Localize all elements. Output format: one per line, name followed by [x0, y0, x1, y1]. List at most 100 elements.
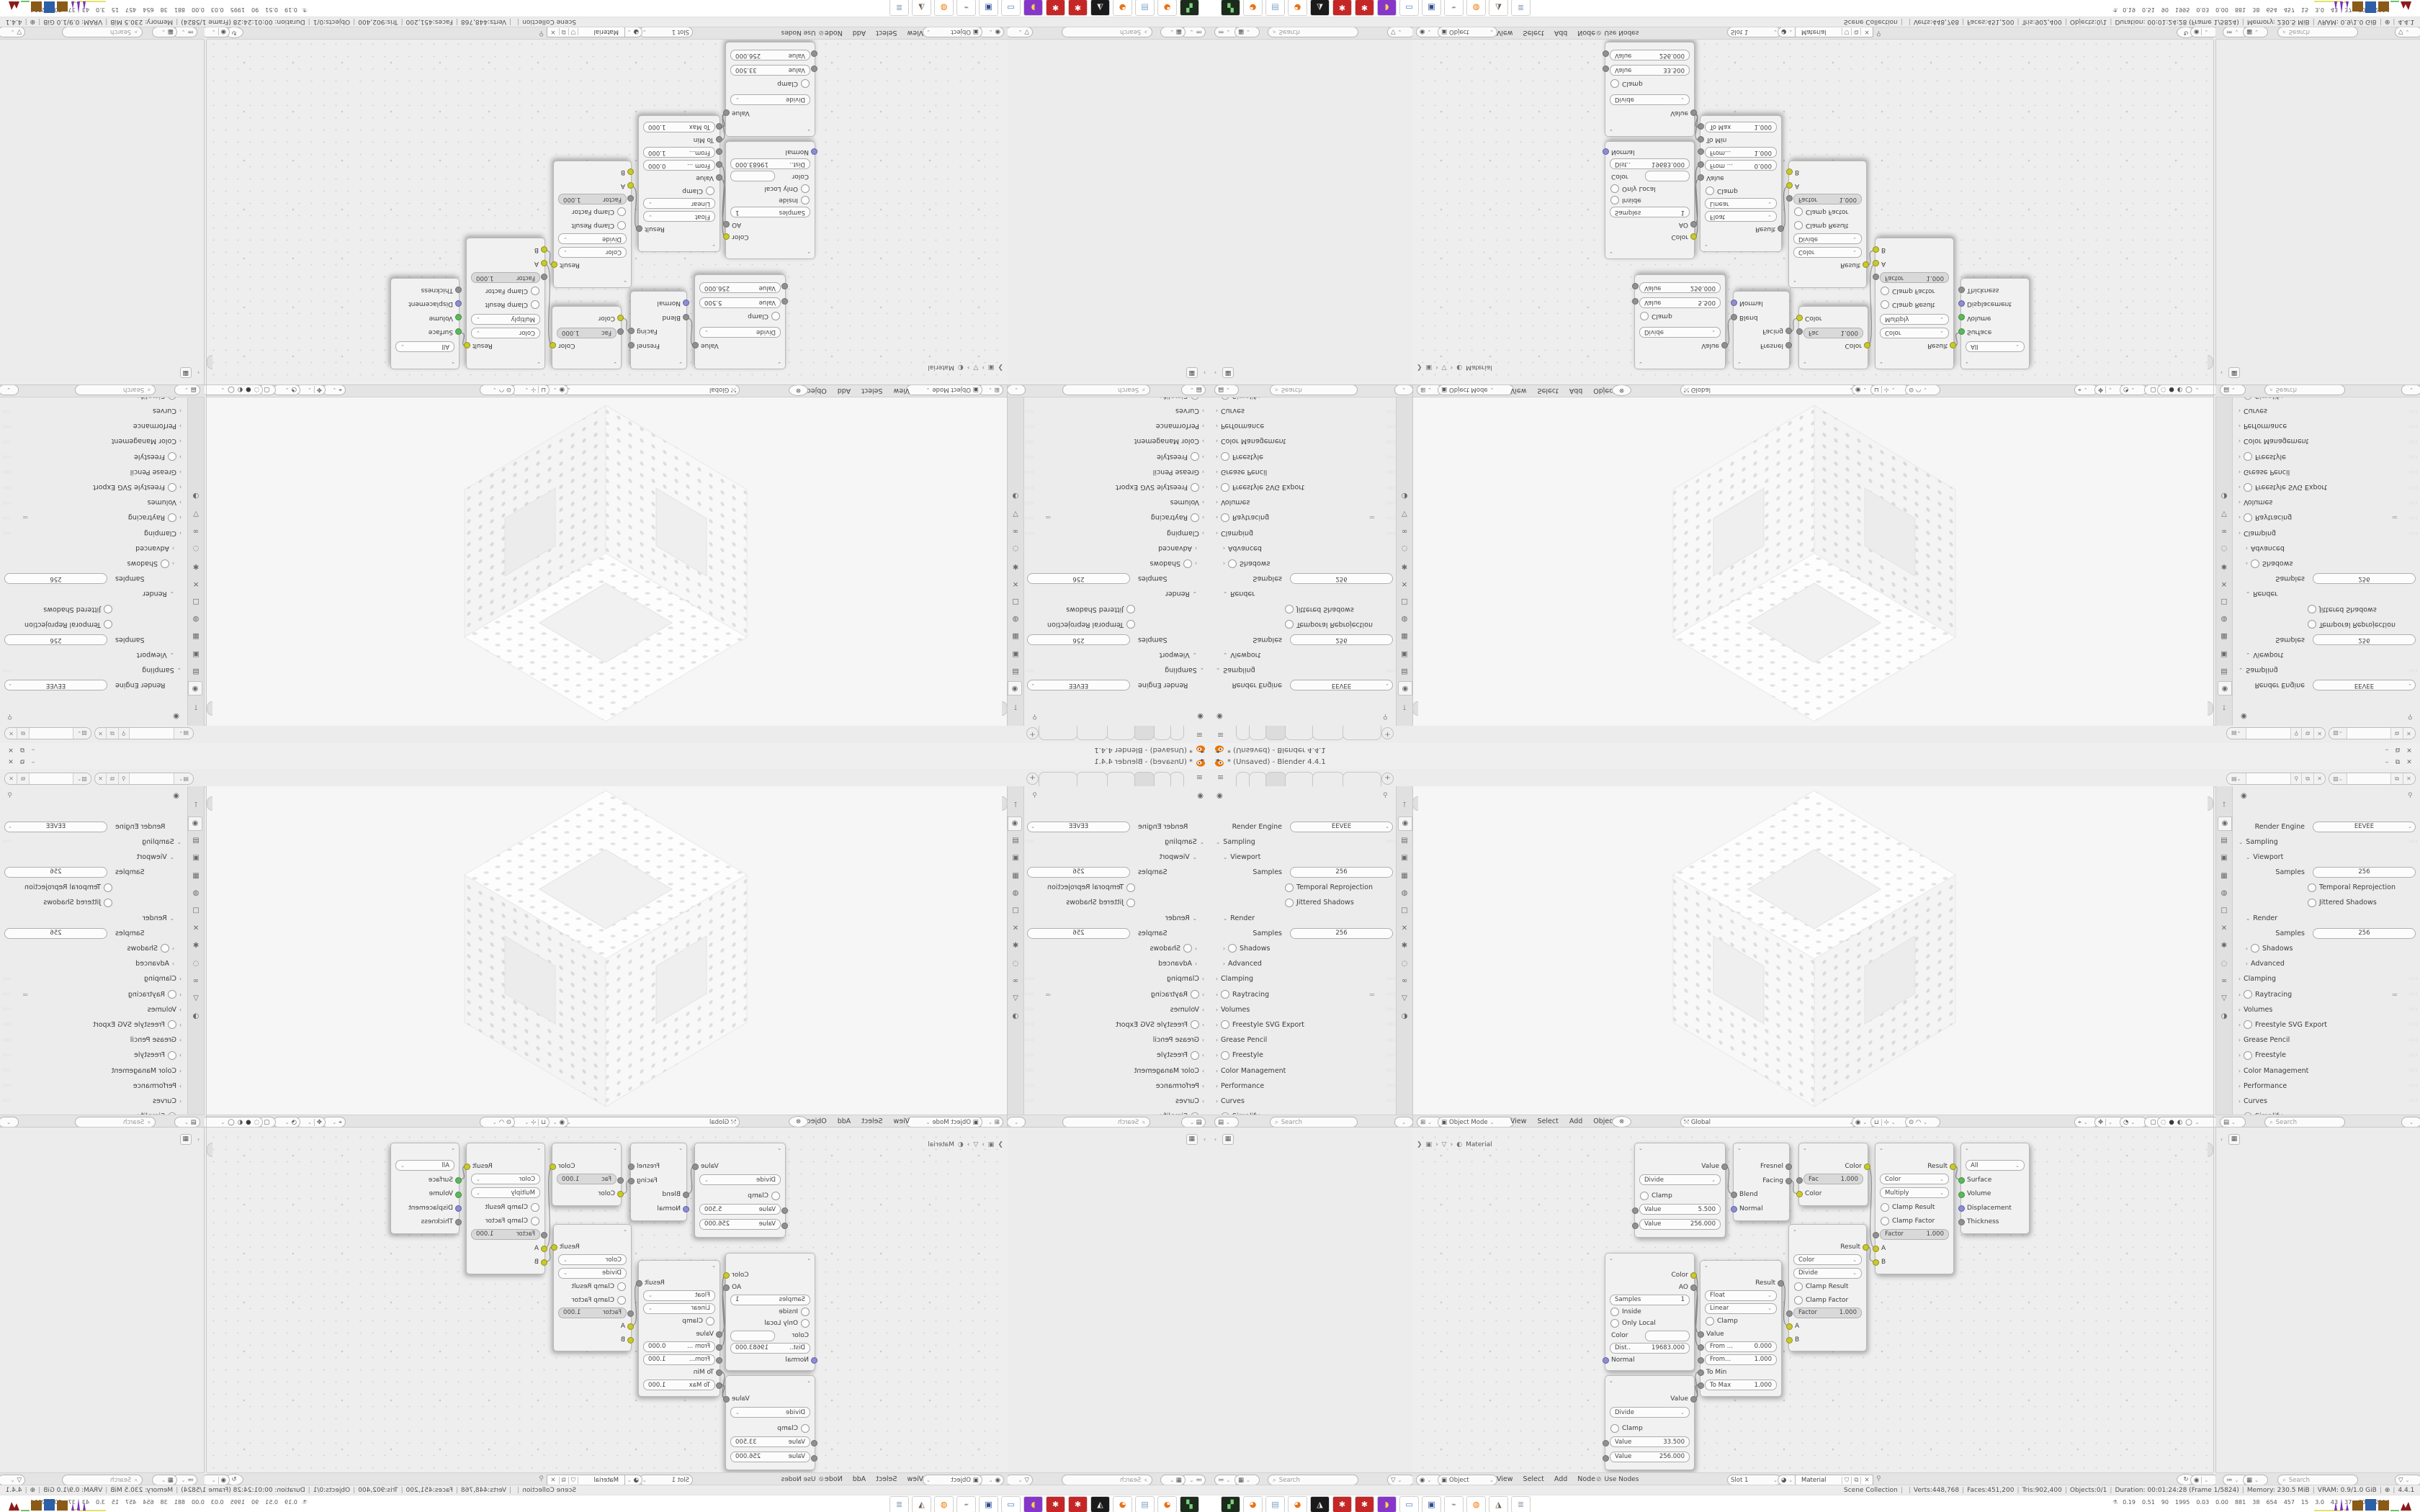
properties-row[interactable]: › Shadows — [1024, 558, 1197, 570]
dock-icon-settings-red-2[interactable]: ✱ — [1355, 1496, 1374, 1512]
node-socket[interactable] — [1731, 1192, 1737, 1199]
search-input[interactable]: ⌕ Search — [2264, 1117, 2345, 1128]
properties-editor-type-button[interactable]: ▤ ⌄ — [1181, 1117, 1206, 1128]
properties-row[interactable]: › Advanced — [2246, 542, 2420, 554]
workspace-tab-4[interactable] — [1106, 725, 1135, 740]
shader-node-fresnel[interactable]: ⌄ Fresnel Facing Blend Normal — [628, 291, 689, 369]
workspace-tab-6[interactable] — [1343, 725, 1381, 740]
shader-editor[interactable]: ❯ ▣ › ▽ › ◐ Material ⌄ Value Divide ⌄ Clamp V… — [1412, 1127, 2213, 1472]
workspace-tab-1[interactable] — [1236, 772, 1250, 787]
properties-row[interactable]: Samples 256 — [3, 634, 187, 646]
properties-row[interactable]: Samples 256 — [2233, 866, 2417, 878]
shader-node-math-divide[interactable]: ⌄ Value Divide ⌄ Clamp Value 5.500 Value 256.000 — [1632, 1143, 1728, 1238]
node-socket[interactable] — [1690, 1284, 1697, 1292]
dock-icon-gimp[interactable]: ◮ — [912, 0, 931, 16]
node-socket[interactable] — [1603, 1454, 1609, 1462]
dock-icon-capture-tool[interactable]: ▞ — [1221, 0, 1240, 16]
properties-row[interactable]: ›Volumes:::: :::: — [1024, 497, 1204, 508]
node-dropdown[interactable]: Divide ⌄ — [1793, 233, 1862, 245]
menu-select[interactable]: Select — [1523, 1475, 1544, 1483]
modifiers-tab-icon[interactable]: ✕ — [2220, 580, 2228, 588]
node-dropdown[interactable]: Divide ⌄ — [1610, 1407, 1690, 1418]
output-tab-icon[interactable]: ▤ — [1012, 836, 1019, 845]
search-input[interactable]: ⌕ Search — [1268, 1475, 1358, 1485]
properties-row[interactable]: ›Volumes:::: :::: — [2238, 497, 2420, 508]
node-checkbox[interactable]: Clamp — [682, 1317, 714, 1326]
dock-icon-gimp-dark[interactable]: ◮ — [1090, 0, 1110, 16]
dock-icon-firefox[interactable]: ◕ — [1243, 0, 1263, 16]
shader-node-math-divide-2[interactable]: ⌄ Value Divide ⌄ Clamp Value 33.500 Value 256.00… — [1603, 42, 1697, 137]
node-socket[interactable] — [1698, 174, 1704, 181]
data-tab-icon[interactable]: ▽ — [1402, 994, 1407, 1003]
outliner-filter-type-button[interactable]: ▦ ⌄ — [152, 27, 177, 37]
render-tab-icon[interactable]: ◉ — [1398, 680, 1412, 696]
properties-row[interactable]: › Advanced — [0, 958, 174, 970]
workspace-tab-5[interactable] — [1312, 772, 1344, 787]
view-layer-tab-icon[interactable]: ▣ — [1012, 854, 1019, 863]
properties-row[interactable]: ›Color Management:::: :::: — [1216, 1065, 1396, 1076]
node-socket[interactable] — [1786, 1323, 1793, 1331]
node-value-field[interactable]: From... 1.000 — [1705, 147, 1777, 158]
particles-tab-icon[interactable]: ✱ — [2220, 562, 2228, 570]
node-value-field[interactable]: Dist.. 19683.000 — [730, 158, 810, 170]
properties-row[interactable]: ›Raytracing≔:::: :::: — [0, 512, 182, 523]
scene-name-field[interactable] — [129, 728, 175, 739]
shader-node-mix-color-divide[interactable]: ⌄ Result Color ⌄ Divide ⌄ Clamp Result Clamp Fa… — [1786, 161, 1869, 288]
close-button[interactable]: ✕ — [8, 746, 14, 753]
dock-icon-gimp-dark[interactable]: ◮ — [1310, 0, 1330, 16]
properties-row[interactable]: ›Freestyle SVG Export:::: :::: — [0, 1019, 182, 1030]
modifiers-tab-icon[interactable]: ✕ — [1012, 580, 1019, 588]
node-value-field[interactable]: Value 256.000 — [1610, 50, 1690, 61]
node-dropdown[interactable]: Divide ⌄ — [558, 1267, 627, 1279]
filter-funnel-button[interactable]: ▽ ⌄ — [0, 1475, 25, 1485]
node-checkbox[interactable]: Inside — [1610, 1307, 1641, 1316]
properties-row[interactable]: ›Grease Pencil:::: :::: — [1024, 1035, 1204, 1046]
properties-row[interactable]: ›Volumes:::: :::: — [0, 497, 182, 508]
object-tab-icon[interactable]: □ — [192, 597, 200, 606]
node-socket[interactable] — [1698, 1382, 1704, 1390]
properties-row[interactable]: ›Freestyle:::: :::: — [2238, 451, 2420, 462]
workspace-tab-6[interactable] — [1039, 772, 1077, 787]
node-socket[interactable] — [1698, 1344, 1704, 1351]
object-tab-icon[interactable]: □ — [1012, 906, 1019, 915]
node-socket[interactable] — [617, 1177, 624, 1184]
properties-row[interactable]: ›Freestyle:::: :::: — [1024, 451, 1204, 462]
node-socket[interactable] — [716, 1369, 722, 1377]
menu-select[interactable]: Select — [1523, 29, 1544, 37]
shader-node-math-divide[interactable]: ⌄ Value Divide ⌄ Clamp Value 5.500 Value 256.000 — [692, 274, 788, 369]
menger-cube-object[interactable] — [446, 400, 763, 726]
options-chevron-button[interactable]: ⌄ — [2401, 384, 2420, 395]
node-checkbox[interactable]: Inside — [1610, 196, 1641, 205]
physics-tab-icon[interactable]: ◌ — [1012, 544, 1019, 553]
node-socket[interactable] — [723, 220, 730, 228]
shader-node-math-divide[interactable]: ⌄ Value Divide ⌄ Clamp Value 5.500 Value 256.000 — [692, 1143, 788, 1238]
menu-select[interactable]: Select — [876, 29, 897, 37]
node-socket[interactable] — [1690, 233, 1697, 240]
node-collapse-chevron[interactable]: ⌄ — [537, 361, 541, 366]
node-socket[interactable] — [541, 259, 547, 266]
node-factor-field[interactable]: Fac 1.000 — [1803, 327, 1863, 338]
object-tab-icon[interactable]: □ — [2220, 597, 2228, 606]
view-layer-name-field[interactable] — [30, 773, 73, 784]
transform-orientation-dropdown[interactable]: ⤲ Global⌄ — [563, 1117, 740, 1128]
fake-user-shield-icon[interactable]: ⛉ — [568, 1476, 578, 1484]
properties-row[interactable]: ›Performance:::: :::: — [0, 420, 182, 432]
node-value-field[interactable]: Value 33.500 — [1610, 1436, 1690, 1448]
properties-row[interactable]: ⌄ Render — [1223, 912, 1396, 924]
properties-row[interactable]: Samples 256 — [1026, 573, 1210, 585]
properties-row[interactable]: ›Clamping:::: :::: — [1216, 527, 1396, 539]
node-socket[interactable] — [1731, 1206, 1737, 1213]
data-tab-icon[interactable]: ▽ — [1013, 994, 1018, 1003]
constraints-tab-icon[interactable]: ∞ — [2220, 527, 2228, 535]
node-checkbox[interactable]: Clamp — [748, 312, 780, 321]
close-icon[interactable]: ✕ — [2403, 773, 2414, 784]
node-socket[interactable] — [1698, 1331, 1704, 1338]
view-layer-tab-icon[interactable]: ▣ — [192, 649, 200, 658]
workspace-tab-4[interactable] — [1285, 725, 1314, 740]
copy-icon[interactable]: ⧉ — [559, 1476, 569, 1484]
dock-icon-blender-app[interactable]: ◍ — [1466, 1496, 1486, 1512]
menu-view[interactable]: View — [893, 1117, 910, 1125]
node-socket[interactable] — [1786, 1336, 1793, 1344]
minimize-button[interactable]: – — [31, 746, 35, 753]
shader-node-fresnel[interactable]: ⌄ Fresnel Facing Blend Normal — [1731, 291, 1792, 369]
